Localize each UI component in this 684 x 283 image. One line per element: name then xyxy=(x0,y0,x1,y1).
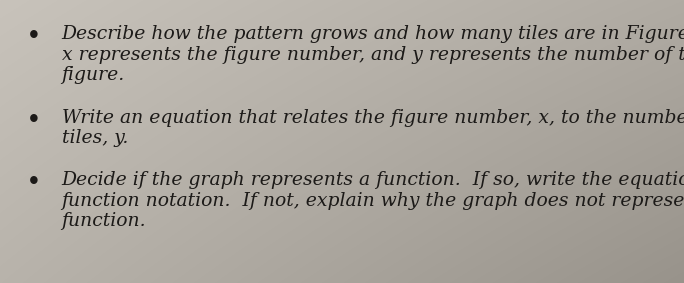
Text: function.: function. xyxy=(62,212,146,230)
Text: •: • xyxy=(27,171,41,194)
Text: tiles, y.: tiles, y. xyxy=(62,129,128,147)
Text: •: • xyxy=(27,25,41,48)
Text: function notation.  If not, explain why the graph does not represent a: function notation. If not, explain why t… xyxy=(62,192,684,210)
Text: Describe how the pattern grows and how many tiles are in Figure 0.: Describe how the pattern grows and how m… xyxy=(62,25,684,44)
Text: Write an equation that relates the figure number, x, to the number of: Write an equation that relates the figur… xyxy=(62,109,684,127)
Text: x represents the figure number, and y represents the number of tiles in the: x represents the figure number, and y re… xyxy=(62,46,684,64)
Text: Decide if the graph represents a function.  If so, write the equation using: Decide if the graph represents a functio… xyxy=(62,171,684,190)
Text: figure.: figure. xyxy=(62,66,124,84)
Text: •: • xyxy=(27,109,41,131)
